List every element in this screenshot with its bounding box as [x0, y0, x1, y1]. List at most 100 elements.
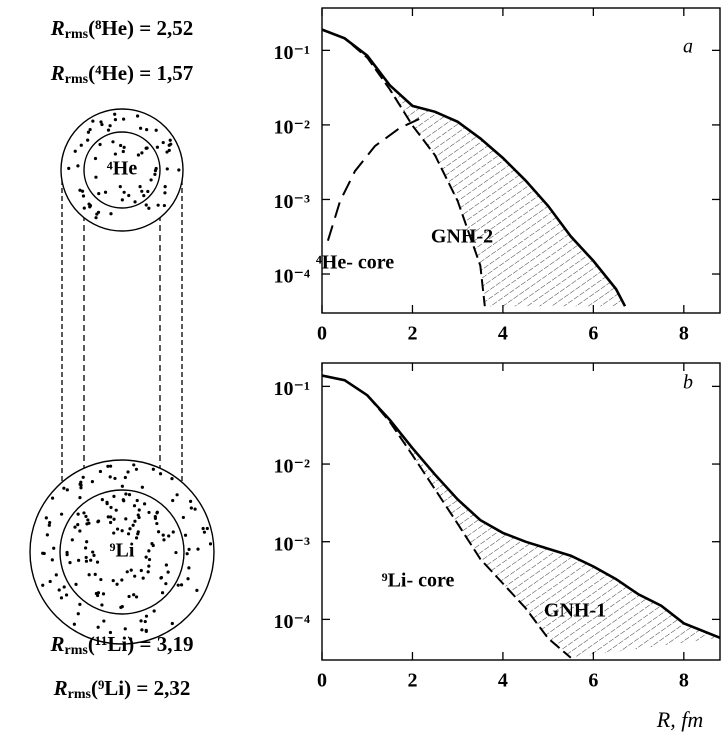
dot [179, 583, 184, 587]
dot [205, 526, 209, 531]
y-tick-label: 10⁻² [273, 456, 310, 478]
formula-rest: (⁹Li) = 2,32 [91, 676, 190, 700]
dot [139, 568, 143, 573]
dot [126, 532, 131, 536]
dot [164, 582, 168, 586]
dot [84, 559, 89, 563]
dot [108, 630, 113, 635]
dot [167, 534, 171, 538]
dot [48, 520, 52, 525]
subscript: rms [65, 27, 89, 42]
dot [136, 513, 140, 517]
dot [137, 515, 141, 520]
dot [132, 593, 136, 597]
dot [95, 560, 100, 564]
dot [86, 518, 90, 522]
dot [167, 143, 171, 147]
dot [185, 552, 189, 556]
formula: Rrms(⁹Li) = 2,32 [53, 676, 191, 702]
dot [81, 475, 85, 479]
dot [41, 583, 45, 587]
dot [76, 164, 80, 168]
dot [144, 628, 148, 632]
dot [52, 546, 56, 550]
dot [106, 464, 110, 468]
dot [100, 603, 104, 607]
dot [96, 625, 100, 629]
dot [167, 148, 171, 152]
dot [189, 506, 193, 510]
x-tick-label: 0 [317, 670, 327, 692]
dot [131, 523, 135, 527]
dot [193, 507, 197, 511]
dot [91, 550, 95, 554]
dot [133, 519, 137, 523]
dot [62, 486, 66, 490]
dot [98, 469, 103, 474]
dot [156, 203, 160, 207]
dot [152, 609, 156, 613]
inner-circle [59, 489, 185, 615]
formula: Rrms(⁸He) = 2,52 [50, 16, 194, 42]
dot [59, 512, 64, 516]
hatch-fill [389, 419, 720, 658]
dot [177, 168, 181, 172]
y-tick-label: 10⁻¹ [273, 378, 310, 400]
dot [94, 216, 98, 220]
dot [65, 488, 69, 492]
dot [163, 191, 167, 195]
dot [50, 496, 55, 500]
dot [78, 602, 82, 606]
dot [121, 149, 125, 154]
dot [99, 120, 103, 124]
dot [147, 510, 151, 515]
dot [122, 190, 126, 194]
chart-panel: 10⁻¹ 10⁻² 10⁻³ 10⁻⁴ 0 2 4 6 8 a ⁴He- core GNH-2 [273, 7, 721, 345]
dot [140, 151, 144, 155]
dot [133, 574, 137, 578]
dot [112, 494, 116, 498]
dot [134, 595, 139, 599]
dot [100, 122, 104, 127]
dot [120, 198, 124, 202]
dot [133, 200, 137, 204]
dot [111, 578, 115, 583]
dot [81, 194, 86, 198]
dot [65, 553, 69, 557]
chart-panel: 10⁻¹ 10⁻² 10⁻³ 10⁻⁴ 0 2 4 6 8 b ⁹Li- core GNH-1 R, f… [273, 362, 721, 732]
dot [208, 542, 213, 546]
dot [98, 142, 102, 147]
dot [127, 594, 131, 599]
dot [142, 502, 147, 506]
x-tick-label: 4 [498, 670, 508, 692]
circle-label: ⁴He [107, 158, 138, 180]
dot [142, 194, 146, 198]
y-tick-label: 10⁻² [273, 117, 310, 139]
dot [121, 498, 125, 502]
dot [72, 622, 76, 626]
dot [79, 143, 83, 147]
subscript: rms [65, 72, 89, 87]
dot [129, 637, 133, 641]
dot [93, 156, 98, 161]
dot [82, 511, 86, 515]
dot [144, 203, 148, 207]
circle-label: ⁹Li [110, 540, 135, 562]
y-tick-label: 10⁻³ [273, 533, 310, 555]
dot [112, 517, 116, 521]
dot [151, 543, 155, 548]
formula: Rrms(¹¹Li) = 3,19 [50, 632, 194, 658]
dot [109, 520, 113, 525]
dot [113, 152, 117, 156]
dot [186, 577, 190, 581]
dot [161, 140, 165, 145]
nucleon-dots [41, 112, 213, 641]
dot [147, 206, 151, 210]
formula: Rrms(⁴He) = 1,57 [50, 61, 194, 87]
subscript: rms [65, 643, 89, 658]
dot [162, 203, 166, 208]
dot [88, 127, 92, 132]
plot-frame [321, 362, 721, 661]
dot [164, 563, 168, 567]
